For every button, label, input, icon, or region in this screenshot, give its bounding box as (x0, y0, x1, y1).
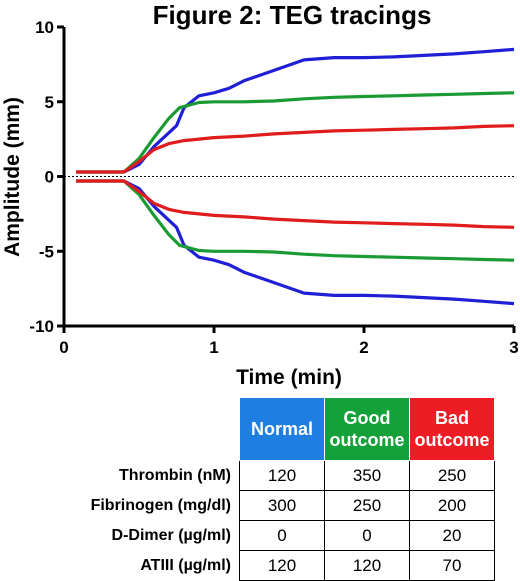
y-axis-label: Amplitude (mm) (1, 97, 24, 257)
y-tick-label: -10 (29, 317, 54, 336)
x-tick-label: 1 (209, 338, 218, 357)
table-cell: 200 (409, 490, 495, 521)
table-cell: 120 (324, 550, 410, 581)
table-corner (64, 398, 240, 461)
row-label: ATIII (µg/ml) (140, 556, 231, 574)
table-cell: 120 (239, 550, 325, 581)
chart-title: Figure 2: TEG tracings (153, 0, 432, 30)
axes: 10 5 0 -5 -10 0 1 2 3 (29, 18, 518, 357)
column-header-line: Good (343, 408, 391, 428)
series-line-normal-upper (76, 47, 515, 174)
table-cell: 120 (239, 460, 325, 491)
table-cell: 0 (324, 520, 410, 551)
table-row: ATIII (µg/ml) 120 120 70 (64, 550, 495, 581)
x-tick-label: 2 (359, 338, 368, 357)
y-tick-label: 5 (45, 93, 54, 112)
table-cell: 300 (239, 490, 325, 521)
series-lines (76, 47, 515, 306)
table-row: Fibrinogen (mg/dl) 300 250 200 (64, 490, 495, 521)
series-line-good-outcome-lower (76, 179, 515, 262)
row-label: D-Dimer (µg/ml) (111, 526, 231, 544)
y-tick-label: -5 (39, 242, 54, 261)
column-header-line: outcome (414, 430, 490, 450)
series-line-bad-outcome-lower (76, 179, 515, 229)
column-header-good-outcome: Good outcome (324, 397, 410, 461)
table-cell: 250 (324, 490, 410, 521)
table-row: D-Dimer (µg/ml) 0 0 20 (64, 520, 495, 551)
column-header-line: Bad (434, 408, 469, 428)
column-header-line: Normal (250, 419, 313, 439)
x-tick-label: 3 (509, 338, 518, 357)
x-tick-label: 0 (59, 338, 68, 357)
y-tick-label: 0 (45, 168, 54, 187)
series-line-normal-lower (76, 179, 515, 306)
table-cell: 0 (239, 520, 325, 551)
table-cell: 350 (324, 460, 410, 491)
series-line-good-outcome-upper (76, 91, 515, 174)
table-cell: 70 (409, 550, 495, 581)
table-cell: 20 (409, 520, 495, 551)
teg-chart: Figure 2: TEG tracings Amplitude (mm) Ti… (1, 0, 519, 389)
series-line-bad-outcome-upper (76, 124, 515, 174)
column-header-normal: Normal (239, 397, 325, 461)
row-label: Fibrinogen (mg/dl) (90, 496, 231, 514)
column-header-bad-outcome: Bad outcome (409, 397, 495, 461)
x-axis-label: Time (min) (236, 366, 342, 389)
y-tick-label: 10 (35, 18, 54, 37)
table-row: Thrombin (nM) 120 350 250 (64, 460, 495, 491)
row-label: Thrombin (nM) (119, 466, 231, 484)
column-header-line: outcome (329, 430, 405, 450)
coagulation-table: Normal Good outcome Bad outcome Thrombin (nM)… (64, 397, 495, 581)
table-cell: 250 (409, 460, 495, 491)
